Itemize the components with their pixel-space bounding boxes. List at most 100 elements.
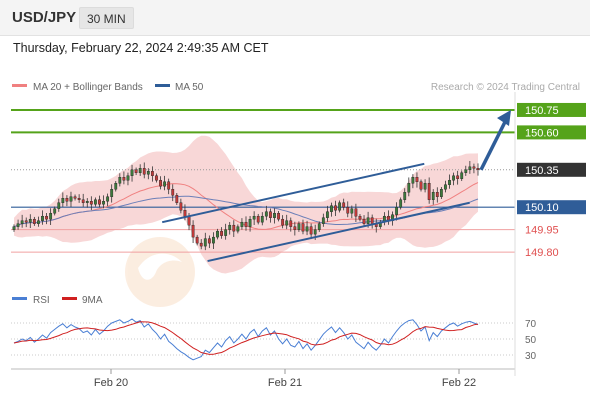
candle-body [403,192,407,200]
resistance-label: 150.75 [525,105,559,117]
candle-body [203,238,207,247]
candle-body [142,168,146,175]
candle-body [309,226,313,235]
candle-body [89,201,93,205]
rsi-line [13,318,479,361]
candle-body [281,218,285,226]
chart-datetime: Thursday, February 22, 2024 2:49:35 AM C… [13,41,269,55]
candle-body [37,220,40,224]
candle-body [468,166,472,171]
candle-body [399,199,403,208]
legend-ma50-label: MA 50 [175,82,204,93]
candle-body [269,211,272,218]
candle-body [81,199,85,203]
candle-body [199,242,203,247]
candle-body [195,236,199,244]
candle-body [313,229,317,235]
candle-body [358,215,362,220]
support-label: 149.80 [525,247,559,259]
candle-body [435,192,439,197]
symbol-title: USD/JPY [12,9,77,26]
candle-body [289,220,293,227]
candle-body [65,198,69,202]
candle-body [187,215,191,226]
x-tick-label: Feb 20 [94,377,128,389]
candle-body [24,220,28,223]
candle-body [106,196,110,202]
candle-body [321,217,325,224]
candle-body [216,230,219,238]
candle-body [207,238,211,244]
candle-body [273,212,276,218]
candle-body [350,208,354,214]
top-bar: USD/JPY 30 MIN [0,0,590,36]
timeframe-button[interactable]: 30 MIN [79,7,134,29]
candle-body [346,207,350,214]
x-axis-ticks: Feb 20 Feb 21 Feb 22 [94,369,476,389]
candle-body [126,175,130,181]
candle-body [248,218,252,227]
candle-body [138,168,142,173]
candle-body [114,183,118,190]
candle-body [301,223,305,232]
candle-body [423,183,427,190]
candle-body [32,218,36,224]
candle-body [77,198,81,200]
candle-body [163,181,166,187]
candle-body [171,189,175,196]
forecast-arrow-head [497,109,511,126]
candle-body [448,180,451,185]
candle-body [232,224,236,232]
candle-body [297,223,301,230]
candle-body [277,212,280,220]
candle-body [264,211,268,217]
candle-body [415,177,419,182]
candle-body [16,223,20,227]
candle-body [464,169,468,173]
legend-rsi-ma-label: 9MA [82,295,103,306]
x-tick-label: Feb 22 [442,377,476,389]
rsi-pane: 30 50 70 [11,318,537,362]
level-labels: 150.75 150.60 150.35 150.10 149.95 149.80 [517,102,586,259]
candle-body [167,181,171,190]
legend-ma20-swatch [12,84,27,87]
candle-body [28,218,32,223]
candle-body [240,221,244,227]
candle-body [150,171,154,176]
candle-body [407,183,411,193]
candle-body [260,215,264,223]
channel-lower-line [207,201,470,263]
pivot-label-bg [517,200,586,215]
candle-body [460,172,464,179]
current-price-label-bg [517,162,586,177]
candle-body [456,175,460,179]
candle-body [69,196,73,202]
resistance-label-bg [517,125,586,140]
candle-body [395,207,398,215]
candle-body [476,168,480,171]
candle-body [94,199,97,205]
candle-body [146,171,150,175]
research-credit: Research © 2024 Trading Central [431,82,580,93]
candle-body [370,217,374,224]
candle-body [334,205,337,211]
candle-body [342,202,346,208]
candle-body [317,223,321,230]
candle-body [49,212,53,220]
current-price-label: 150.35 [525,165,559,177]
rsi-tick-label: 70 [525,319,537,330]
legend-rsi-label: RSI [33,295,50,306]
candle-body [57,202,61,209]
candle-body [305,226,309,232]
legend-ma20-label: MA 20 + Bollinger Bands [33,82,143,93]
candle-body [12,226,16,230]
channel-upper-line [161,162,425,224]
candle-body [191,224,195,238]
candle-body [73,196,77,199]
candle-body [224,229,228,236]
candle-body [338,202,342,211]
candle-body [330,205,333,212]
x-tick-label: Feb 21 [268,377,302,389]
legend-rsi-ma-swatch [62,297,77,300]
rsi-ma-line [13,321,479,355]
